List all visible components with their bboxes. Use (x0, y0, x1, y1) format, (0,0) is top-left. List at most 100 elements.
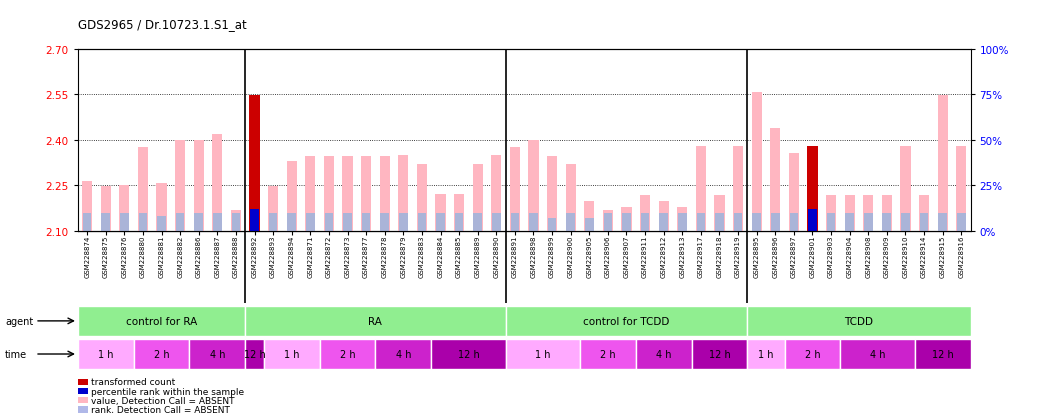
Text: GSM228893: GSM228893 (270, 235, 276, 277)
Text: GSM228903: GSM228903 (828, 235, 835, 277)
Text: GSM228900: GSM228900 (568, 235, 574, 277)
Bar (548, 218, 556, 231)
Text: 4 h: 4 h (395, 349, 411, 359)
Text: GSM228906: GSM228906 (605, 235, 611, 277)
Text: GSM228894: GSM228894 (289, 235, 295, 277)
Text: transformed count: transformed count (91, 377, 175, 387)
Text: GSM228884: GSM228884 (437, 235, 443, 277)
Text: GSM228898: GSM228898 (530, 235, 537, 277)
Text: time: time (5, 349, 27, 359)
Bar (733, 147, 743, 231)
Text: GSM228889: GSM228889 (474, 235, 481, 277)
Bar (920, 213, 928, 231)
Bar (417, 213, 427, 231)
Bar (435, 195, 445, 231)
Bar (230, 211, 241, 231)
Bar (695, 147, 706, 231)
Text: GSM228881: GSM228881 (159, 235, 165, 277)
Text: GSM228904: GSM228904 (847, 235, 852, 277)
Bar (264, 339, 320, 369)
Bar (752, 93, 762, 231)
Bar (841, 339, 914, 369)
Text: 2 h: 2 h (154, 349, 169, 359)
Text: 1 h: 1 h (535, 349, 550, 359)
Text: GSM228891: GSM228891 (512, 235, 518, 277)
Text: GSM228882: GSM228882 (177, 235, 183, 277)
Bar (845, 195, 854, 231)
Text: 4 h: 4 h (656, 349, 672, 359)
Bar (83, 213, 91, 231)
Text: RA: RA (368, 316, 382, 326)
Bar (245, 339, 264, 369)
Bar (640, 195, 650, 231)
Bar (678, 213, 686, 231)
Text: GSM228896: GSM228896 (772, 235, 778, 277)
Text: control for TCDD: control for TCDD (583, 316, 670, 326)
Text: GSM228915: GSM228915 (939, 235, 946, 277)
Text: percentile rank within the sample: percentile rank within the sample (91, 387, 245, 396)
Bar (511, 213, 519, 231)
Bar (78, 306, 245, 336)
Bar (417, 165, 427, 231)
Bar (640, 213, 650, 231)
Bar (213, 213, 222, 231)
Bar (324, 156, 334, 231)
Text: GSM228919: GSM228919 (735, 235, 741, 277)
Bar (189, 339, 245, 369)
Bar (715, 213, 723, 231)
Text: rank, Detection Call = ABSENT: rank, Detection Call = ABSENT (91, 405, 230, 413)
Bar (547, 156, 557, 231)
Text: GSM228910: GSM228910 (902, 235, 908, 277)
Text: 12 h: 12 h (932, 349, 954, 359)
Bar (566, 165, 576, 231)
Bar (157, 217, 166, 231)
Bar (864, 195, 873, 231)
Bar (845, 213, 854, 231)
Bar (528, 140, 539, 231)
Text: GSM228917: GSM228917 (698, 235, 704, 277)
Bar (325, 213, 333, 231)
Bar (914, 339, 971, 369)
Text: agent: agent (5, 316, 33, 326)
Text: GSM228909: GSM228909 (883, 235, 890, 277)
Bar (231, 213, 240, 231)
Bar (957, 213, 965, 231)
Text: GSM228887: GSM228887 (214, 235, 220, 277)
Bar (344, 213, 352, 231)
Text: GSM228874: GSM228874 (84, 235, 90, 277)
Bar (376, 339, 431, 369)
Bar (245, 306, 506, 336)
Bar (753, 213, 761, 231)
Text: 12 h: 12 h (458, 349, 480, 359)
Bar (677, 208, 687, 231)
Bar (881, 195, 892, 231)
Bar (101, 186, 111, 231)
Text: GSM228892: GSM228892 (251, 235, 257, 277)
Text: 1 h: 1 h (284, 349, 300, 359)
Text: GSM228873: GSM228873 (345, 235, 351, 277)
Text: GSM228871: GSM228871 (307, 235, 313, 277)
Text: GSM228908: GSM228908 (866, 235, 871, 277)
Bar (120, 213, 129, 231)
Bar (826, 213, 836, 231)
Text: GSM228888: GSM228888 (233, 235, 239, 277)
Bar (901, 213, 909, 231)
Bar (194, 213, 203, 231)
Text: GSM228895: GSM228895 (754, 235, 760, 277)
Bar (343, 156, 353, 231)
Bar (249, 95, 260, 231)
Bar (269, 213, 277, 231)
Bar (139, 213, 147, 231)
Bar (659, 213, 668, 231)
Bar (785, 339, 841, 369)
Bar (268, 186, 278, 231)
Bar (529, 213, 538, 231)
Text: 2 h: 2 h (804, 349, 820, 359)
Bar (138, 148, 148, 231)
Bar (212, 134, 222, 231)
Bar (826, 195, 837, 231)
Text: GSM228879: GSM228879 (401, 235, 406, 277)
Bar (864, 213, 873, 231)
Bar (157, 183, 167, 231)
Bar (492, 213, 500, 231)
